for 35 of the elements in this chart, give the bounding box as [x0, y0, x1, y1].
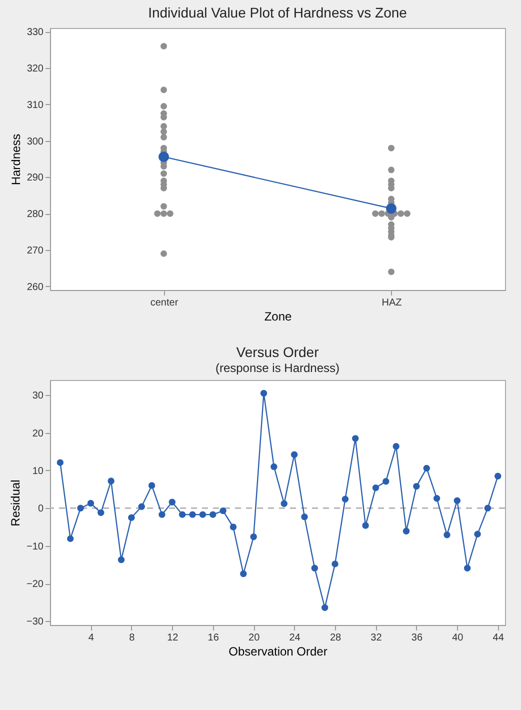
y-tick-label: −20	[26, 579, 44, 590]
x-tick-label: center	[150, 298, 179, 308]
y-tick-label: 290	[26, 172, 44, 184]
x-axis-title: Zone	[264, 310, 292, 324]
x-tick-label: 24	[289, 632, 301, 644]
x-tick-label: 8	[129, 632, 136, 644]
y-tick-label: −10	[26, 541, 44, 552]
x-tick-label: 20	[248, 632, 260, 644]
x-tick-label: 4	[88, 632, 94, 644]
y-tick-label: 280	[26, 209, 44, 220]
y-tick-label: 0	[38, 504, 44, 515]
y-tick-label: 320	[26, 64, 44, 75]
x-tick-label: 28	[330, 632, 342, 644]
y-tick-label: 300	[26, 136, 44, 148]
x-tick-label: 36	[411, 632, 423, 644]
y-tick-label: 310	[26, 100, 44, 111]
y-tick-label: 260	[26, 282, 44, 293]
chart-subtitle: (response is Hardness)	[215, 361, 340, 375]
x-tick-label: 12	[167, 632, 179, 644]
y-tick-label: 10	[32, 466, 44, 477]
y-tick-label: 330	[26, 27, 44, 38]
y-axis-title: Hardness	[8, 134, 23, 186]
x-tick-label: 44	[492, 632, 504, 644]
y-tick-label: 270	[26, 245, 44, 256]
x-axis-title: Observation Order	[228, 644, 328, 658]
x-tick-label: 40	[452, 632, 464, 644]
x-tick-label: 32	[370, 632, 382, 644]
x-tick-label: HAZ	[382, 298, 402, 308]
y-axis-title: Residual	[8, 480, 23, 526]
y-tick-label: −30	[26, 616, 44, 628]
x-tick-label: 16	[208, 632, 220, 644]
chart-title: Individual Value Plot of Hardness vs Zone	[148, 4, 408, 21]
y-tick-label: 30	[32, 390, 44, 402]
chart-title: Versus Order	[236, 344, 320, 360]
y-tick-label: 20	[32, 428, 44, 440]
